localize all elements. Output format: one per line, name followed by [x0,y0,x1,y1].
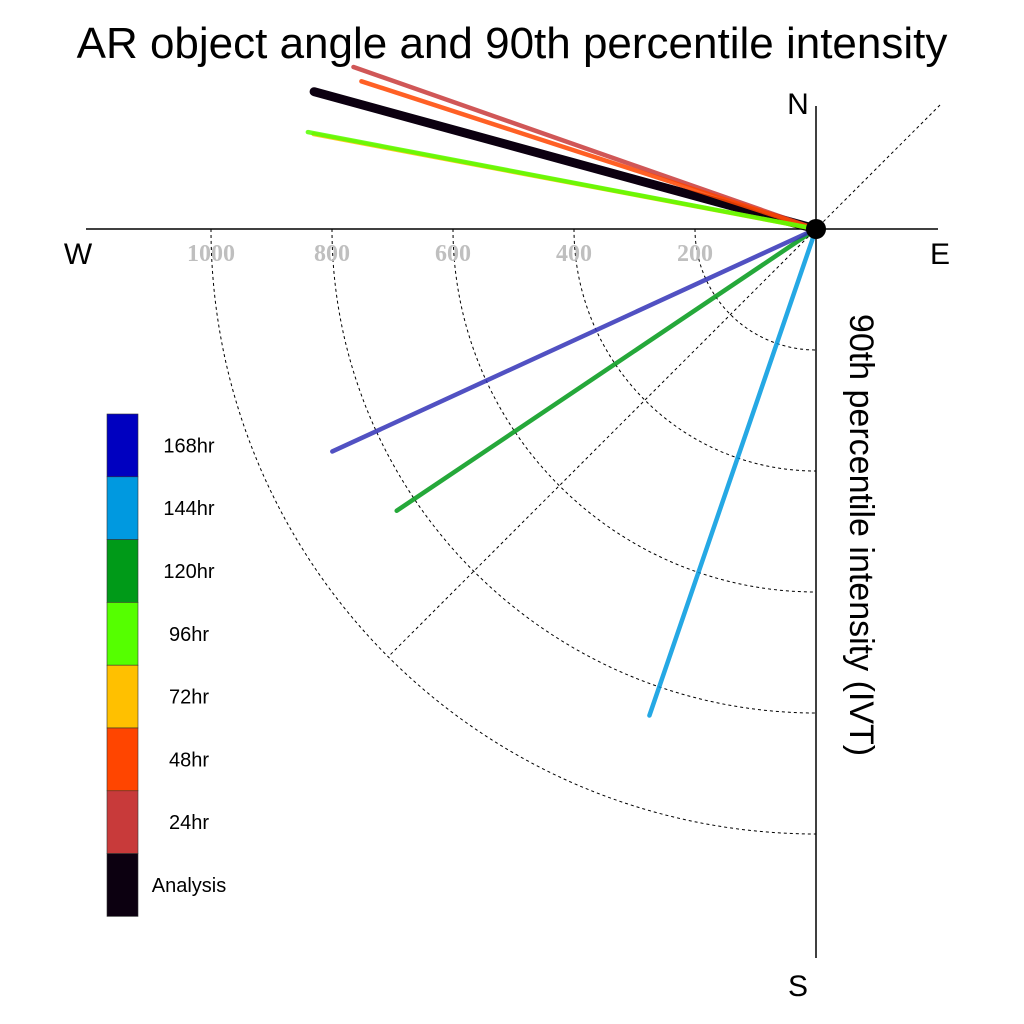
legend-label-analysis: Analysis [152,875,226,897]
grid-arc-1000 [210,228,817,835]
vector-144hr [647,226,819,718]
legend-label-144hr: 144hr [163,498,214,520]
grid-arc-600 [452,228,817,593]
radial-axis-label: 90th percentile intensity (IVT) [842,314,880,756]
forecast-vectors [305,64,821,718]
vector-96hr [305,129,819,232]
direction-east: E [930,238,950,271]
grid-arc-400 [573,228,817,472]
radial-tick-label: 800 [314,241,350,267]
chart-title: AR object angle and 90th percentile inte… [77,19,948,68]
legend-swatch-analysis [106,853,139,917]
radial-tick-labels: 1000 800 600 400 200 [187,241,713,267]
direction-north: N [787,88,809,121]
direction-west: W [64,238,93,271]
direction-south: S [788,970,808,1003]
legend-swatch-24hr [106,790,139,854]
grid-diagonal [388,104,941,657]
radial-tick-label: 200 [677,241,713,267]
legend-label-72hr: 72hr [169,687,209,709]
polar-grid [210,104,941,835]
radial-tick-label: 1000 [187,241,235,267]
vector-120hr [394,226,819,514]
radial-tick-label: 400 [556,241,592,267]
vector-168hr [330,226,819,454]
radial-tick-label: 600 [435,241,471,267]
legend-swatch-96hr [106,602,139,666]
legend-label-168hr: 168hr [163,435,214,457]
legend-swatch-48hr [106,727,139,792]
vector-48hr [359,79,819,232]
legend-label-48hr: 48hr [169,749,209,771]
vector-analysis [309,87,821,234]
legend: 168hr 144hr 120hr 96hr 72hr 48hr 24hr Analysis [106,413,226,917]
legend-swatch-144hr [106,476,139,540]
legend-label-24hr: 24hr [169,812,209,834]
legend-swatch-168hr [106,413,139,478]
grid-arc-200 [694,228,817,351]
legend-swatch-120hr [106,539,139,603]
compass-axes [86,106,938,958]
legend-label-120hr: 120hr [163,561,214,583]
legend-swatch-72hr [106,664,139,729]
origin-point [806,219,826,239]
grid-arc-800 [331,228,817,714]
legend-label-96hr: 96hr [169,624,209,646]
